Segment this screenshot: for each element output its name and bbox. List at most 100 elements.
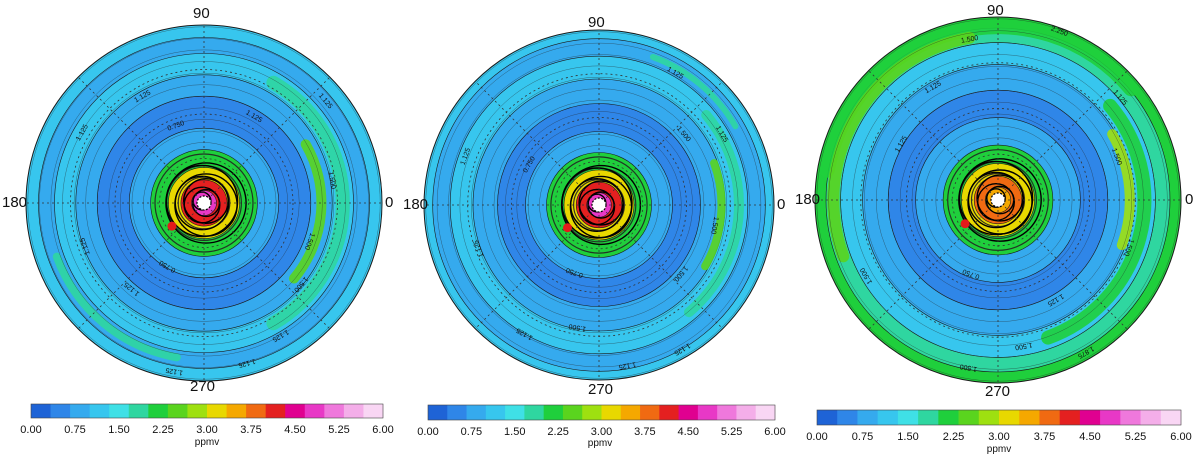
colorbar-swatch bbox=[999, 410, 1020, 425]
contour-line bbox=[85, 84, 323, 322]
colorbar-swatch bbox=[938, 410, 959, 425]
colorbar-swatch bbox=[70, 404, 91, 418]
contour-line bbox=[459, 65, 739, 345]
polar-contour-map: 1.1251.1251.1251.1251.1251.1250.7500.750… bbox=[25, 24, 383, 382]
colorbar-swatch bbox=[167, 404, 188, 418]
pole-marker bbox=[591, 197, 607, 213]
colorbar-swatch bbox=[128, 404, 149, 418]
polar-contour-map: 1.5001.8751.5001.1251.1250.7501.5001.500… bbox=[814, 16, 1182, 384]
contour-swirl bbox=[684, 110, 744, 318]
contour-swirl bbox=[818, 18, 1140, 178]
colorbar-swatch bbox=[837, 410, 858, 425]
station-marker bbox=[960, 219, 970, 229]
contour-line bbox=[50, 49, 358, 357]
colorbar-tick-label: 1.50 bbox=[108, 424, 130, 436]
contour-line bbox=[840, 42, 1156, 358]
contour-value-label: 1.500 bbox=[960, 35, 979, 45]
colorbar-tick-label: 3.75 bbox=[1033, 431, 1056, 443]
colorbar-unit-label: ppmv bbox=[587, 438, 613, 449]
contour-swirl bbox=[649, 54, 739, 130]
colorbar-swatch bbox=[265, 404, 286, 418]
colorbar-tick-label: 0.75 bbox=[64, 424, 86, 436]
colorbar-swatch bbox=[978, 410, 1000, 425]
colorbar-swatch bbox=[226, 404, 247, 418]
colorbar-swatch bbox=[640, 405, 660, 420]
contour-line bbox=[425, 31, 773, 379]
colorbar-swatch bbox=[678, 405, 699, 420]
angle-label-top: 90 bbox=[987, 2, 1004, 19]
colorbar-tick-label: 2.25 bbox=[152, 424, 174, 436]
colorbar-unit-label: ppmv bbox=[986, 444, 1012, 455]
colorbar-tick-label: 3.00 bbox=[988, 431, 1010, 443]
colorbar-swatch bbox=[717, 405, 737, 420]
colorbar-tick-label: 2.25 bbox=[547, 426, 569, 438]
vortex-core-contour bbox=[958, 158, 1042, 242]
colorbar-swatch bbox=[877, 410, 899, 425]
colorbar-tick-label: 3.75 bbox=[240, 424, 262, 436]
colorbar bbox=[30, 403, 384, 419]
contour-swirl bbox=[289, 139, 327, 284]
latitude-gridline bbox=[554, 160, 644, 250]
colorbar-swatch bbox=[343, 404, 364, 418]
colorbar-swatch bbox=[736, 405, 757, 420]
meridian-gridline bbox=[598, 204, 723, 329]
colorbar-swatch bbox=[543, 405, 564, 420]
colorbar-swatch bbox=[1059, 410, 1081, 425]
meridian-gridline bbox=[475, 81, 600, 206]
pole-marker bbox=[990, 192, 1006, 208]
station-marker bbox=[167, 221, 177, 231]
colorbar-tick-label: 6.00 bbox=[764, 426, 786, 438]
angle-label-top: 90 bbox=[193, 5, 210, 22]
contour-line bbox=[505, 111, 693, 299]
contour-line bbox=[899, 101, 1097, 299]
contour-value-label: 1.500 bbox=[1014, 341, 1033, 351]
colorbar-swatch bbox=[1079, 410, 1101, 425]
angle-label-bottom: 270 bbox=[190, 378, 216, 395]
colorbar-swatch bbox=[304, 404, 325, 418]
colorbar-swatch bbox=[562, 405, 583, 420]
meridian-gridline bbox=[598, 81, 723, 206]
colorbar-tick-label: 5.25 bbox=[720, 426, 743, 438]
angle-label-right: 0 bbox=[1185, 191, 1194, 208]
contour-swirl bbox=[266, 75, 350, 331]
colorbar-tick-label: 0.00 bbox=[806, 431, 828, 443]
polar-map-panel-2: 1.125 1.125 1.500 1.500 1.125 1.125 0.750 0.750… bbox=[400, 0, 795, 459]
colorbar-swatch bbox=[1160, 410, 1182, 425]
polar-map-panel-3: 1.500 1.875 1.500 1.125 1.125 0.750 1.500 1.500… bbox=[795, 0, 1201, 459]
colorbar-swatch bbox=[524, 405, 545, 420]
meridian-gridline bbox=[868, 70, 999, 201]
colorbar-swatch bbox=[1120, 410, 1141, 425]
vortex-core-contour bbox=[165, 162, 247, 244]
colorbar-tick-label: 0.75 bbox=[460, 426, 483, 438]
colorbar-swatch bbox=[363, 404, 384, 418]
latitude-gridline bbox=[511, 117, 687, 293]
colorbar-frame bbox=[816, 409, 1182, 426]
colorbar-tick-label: 0.00 bbox=[20, 424, 42, 436]
colorbar-swatch bbox=[817, 410, 838, 425]
latitude-gridline bbox=[860, 62, 1136, 338]
contour-swirl bbox=[52, 252, 181, 362]
colorbar-swatch bbox=[324, 404, 345, 418]
colorbar-swatch bbox=[109, 404, 130, 418]
colorbar-swatch bbox=[505, 405, 525, 420]
colorbar-tick-label: 6.00 bbox=[372, 424, 394, 436]
colorbar-swatch bbox=[466, 405, 487, 420]
contour-value-label: 1.500 bbox=[959, 362, 978, 372]
colorbar-swatch bbox=[1039, 410, 1061, 425]
colorbar-tick-label: 0.00 bbox=[417, 426, 439, 438]
latitude-gridline bbox=[114, 113, 294, 293]
colorbar-swatch bbox=[1019, 410, 1040, 425]
colorbar-swatch bbox=[207, 404, 227, 418]
colorbar-tick-label: 3.75 bbox=[634, 426, 656, 438]
colorbar-swatch bbox=[187, 404, 208, 418]
contour-line bbox=[935, 137, 1061, 263]
contour-line bbox=[120, 119, 288, 287]
contour-value-label: 1.125 bbox=[165, 366, 184, 376]
colorbar-tick-label: 4.50 bbox=[284, 424, 306, 436]
angle-label-right: 0 bbox=[777, 196, 786, 213]
contour-line bbox=[539, 145, 659, 265]
angle-label-left: 180 bbox=[795, 191, 821, 208]
colorbar-swatch bbox=[697, 405, 718, 420]
colorbar-tick-label: 2.25 bbox=[942, 431, 965, 443]
colorbar-swatch bbox=[958, 410, 980, 425]
